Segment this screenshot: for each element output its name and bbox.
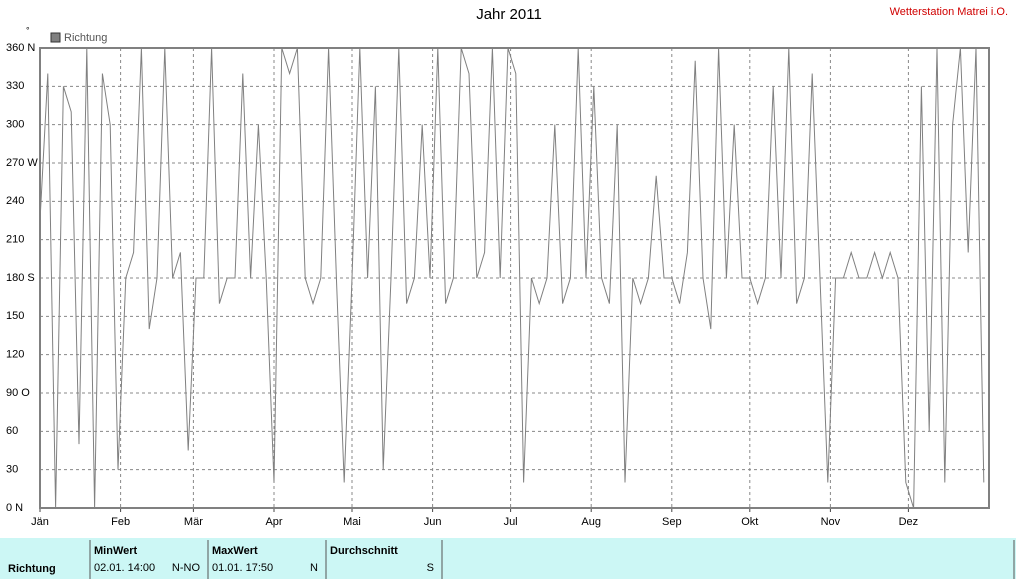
y-tick-label: 150 — [6, 310, 24, 322]
y-tick-label: 300 — [6, 119, 24, 131]
legend-label: Richtung — [64, 32, 107, 44]
plot-frame — [39, 47, 990, 509]
y-tick-label: 120 — [6, 349, 24, 361]
y-tick-label: 90 O — [6, 387, 30, 399]
y-tick-label: 210 — [6, 234, 24, 246]
x-tick-label: Mär — [184, 516, 203, 528]
y-tick-label: 60 — [6, 425, 18, 437]
table-header: MaxWert — [212, 545, 258, 557]
table-bg — [0, 538, 1016, 579]
y-tick-label: 330 — [6, 80, 24, 92]
table-value: N — [310, 562, 318, 574]
x-tick-label: Mai — [343, 516, 361, 528]
table-time: 01.01. 17:50 — [212, 562, 273, 574]
y-tick-label: 30 — [6, 464, 18, 476]
table-value: N-NO — [172, 562, 201, 574]
x-tick-label: Jul — [504, 516, 518, 528]
x-tick-label: Okt — [741, 516, 758, 528]
x-tick-label: Apr — [265, 516, 282, 528]
x-tick-label: Sep — [662, 516, 682, 528]
x-tick-label: Jun — [424, 516, 442, 528]
station: Wetterstation Matrei i.O. — [890, 6, 1008, 18]
legend-swatch — [50, 32, 61, 43]
y-tick-label: 270 W — [6, 157, 38, 169]
table-header: Durchschnitt — [330, 545, 398, 557]
x-tick-label: Dez — [899, 516, 919, 528]
series-line — [39, 47, 985, 509]
x-tick-label: Aug — [581, 516, 601, 528]
x-tick-label: Feb — [111, 516, 130, 528]
x-tick-label: Nov — [821, 516, 841, 528]
table-row-label: Richtung — [8, 563, 56, 575]
unit: ° — [26, 25, 30, 35]
table-value: S — [427, 562, 434, 574]
x-tick-label: Jän — [31, 516, 49, 528]
y-tick-label: 180 S — [6, 272, 35, 284]
table-header: MinWert — [94, 545, 138, 557]
y-tick-label: 360 N — [6, 42, 35, 54]
table-time: 02.01. 14:00 — [94, 562, 155, 574]
y-tick-label: 240 — [6, 195, 24, 207]
chart-title: Jahr 2011 — [476, 6, 542, 23]
y-tick-label: 0 N — [6, 502, 23, 514]
